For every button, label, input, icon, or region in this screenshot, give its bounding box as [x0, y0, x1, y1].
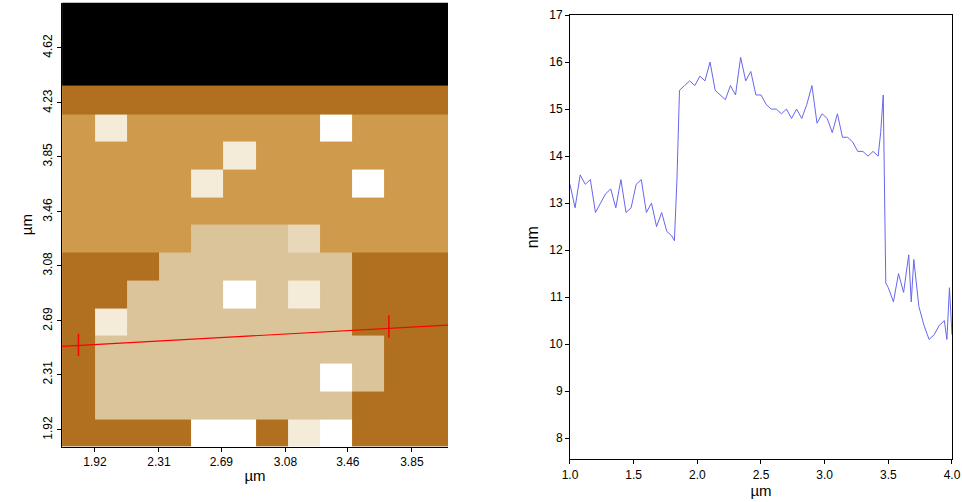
- svg-text:3.85: 3.85: [400, 455, 424, 469]
- svg-text:1.5: 1.5: [625, 468, 642, 482]
- svg-text:3.5: 3.5: [880, 468, 897, 482]
- svg-text:1.0: 1.0: [562, 468, 579, 482]
- svg-text:15: 15: [549, 102, 563, 116]
- svg-text:2.5: 2.5: [753, 468, 770, 482]
- svg-text:3.08: 3.08: [41, 252, 55, 276]
- svg-text:11: 11: [550, 290, 563, 304]
- svg-text:2.0: 2.0: [689, 468, 706, 482]
- svg-text:17: 17: [549, 8, 563, 22]
- svg-text:14: 14: [549, 149, 563, 163]
- svg-text:13: 13: [549, 196, 563, 210]
- svg-text:3.85: 3.85: [41, 143, 55, 167]
- svg-text:2.69: 2.69: [41, 307, 55, 331]
- svg-text:nm: nm: [524, 226, 541, 248]
- svg-text:µm: µm: [244, 467, 265, 484]
- svg-text:3.46: 3.46: [41, 198, 55, 222]
- svg-text:µm: µm: [18, 214, 35, 235]
- svg-text:9: 9: [556, 384, 563, 398]
- svg-text:3.0: 3.0: [816, 468, 833, 482]
- svg-text:4.23: 4.23: [41, 89, 55, 113]
- svg-text:µm: µm: [750, 482, 771, 499]
- svg-text:3.46: 3.46: [336, 455, 360, 469]
- svg-text:1.92: 1.92: [41, 416, 55, 440]
- svg-text:4.62: 4.62: [41, 34, 55, 58]
- svg-text:4.0: 4.0: [944, 468, 961, 482]
- svg-text:3.08: 3.08: [274, 455, 298, 469]
- svg-text:2.31: 2.31: [147, 455, 171, 469]
- svg-text:10: 10: [549, 337, 563, 351]
- svg-text:16: 16: [549, 55, 563, 69]
- svg-text:1.92: 1.92: [83, 455, 107, 469]
- svg-text:2.31: 2.31: [41, 361, 55, 385]
- svg-text:2.69: 2.69: [210, 455, 234, 469]
- svg-text:12: 12: [549, 243, 563, 257]
- svg-text:8: 8: [556, 431, 563, 445]
